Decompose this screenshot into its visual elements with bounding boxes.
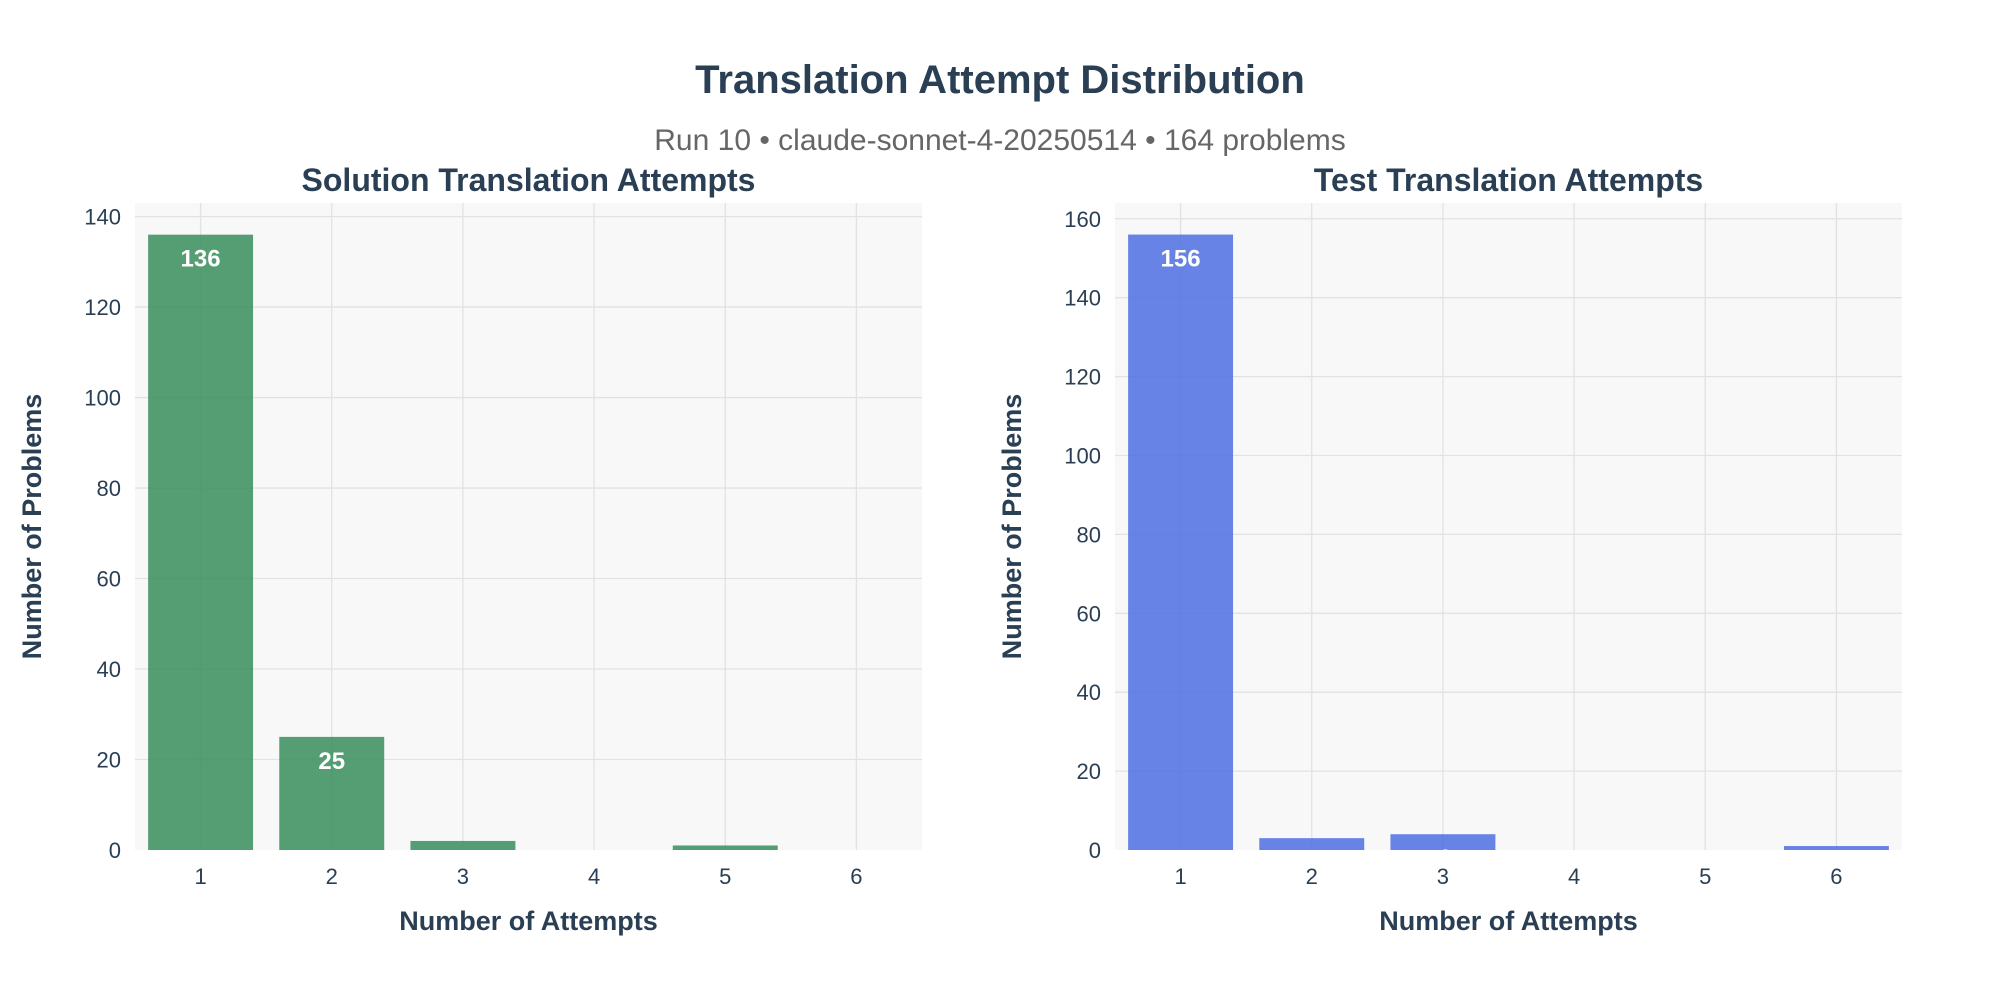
test-data-label: 3: [1305, 849, 1318, 876]
test-y-tick-label: 160: [1064, 207, 1101, 232]
test-x-tick-label: 5: [1699, 864, 1711, 889]
solution-data-label: 1: [719, 856, 732, 883]
solution-bar: [279, 736, 385, 850]
solution-data-label: 25: [318, 748, 345, 775]
solution-x-tick-label: 2: [326, 864, 338, 889]
test-x-tick-label: 6: [1830, 864, 1842, 889]
solution-bar: [672, 845, 778, 850]
test-bar: [1128, 234, 1234, 850]
test-y-tick-label: 20: [1077, 759, 1101, 784]
test-y-tick-label: 0: [1089, 838, 1101, 863]
test-y-tick-label: 120: [1064, 365, 1101, 390]
test-x-tick-label: 1: [1174, 864, 1186, 889]
test-bar: [1390, 834, 1496, 850]
solution-data-label: 136: [181, 246, 221, 273]
solution-y-axis-label: Number of Problems: [17, 394, 47, 660]
test-y-tick-label: 60: [1077, 601, 1101, 626]
test-x-axis-label: Number of Attempts: [1379, 906, 1638, 936]
test-bar: [1783, 846, 1889, 850]
chart-subtitle: Run 10 • claude-sonnet-4-20250514 • 164 …: [654, 124, 1346, 157]
test-data-label: 1: [1830, 857, 1843, 884]
solution-bar: [148, 234, 254, 850]
solution-y-tick-label: 60: [97, 567, 121, 592]
solution-y-tick-label: 100: [84, 386, 121, 411]
test-y-tick-label: 100: [1064, 443, 1101, 468]
solution-x-tick-label: 3: [457, 864, 469, 889]
test-data-label: 156: [1161, 246, 1201, 273]
solution-y-tick-label: 80: [97, 476, 121, 501]
solution-x-tick-label: 5: [719, 864, 731, 889]
test-x-tick-label: 4: [1568, 864, 1580, 889]
test-y-tick-label: 80: [1077, 522, 1101, 547]
solution-y-tick-label: 20: [97, 748, 121, 773]
solution-plot-area: [135, 203, 922, 850]
test-x-tick-label: 2: [1306, 864, 1318, 889]
solution-x-tick-label: 1: [194, 864, 206, 889]
test-panel-title: Test Translation Attempts: [1314, 162, 1703, 198]
test-bar: [1259, 838, 1365, 850]
solution-x-tick-label: 4: [588, 864, 600, 889]
test-y-axis-label: Number of Problems: [997, 394, 1027, 660]
test-data-label: 4: [1436, 845, 1450, 872]
test-y-tick-label: 40: [1077, 680, 1101, 705]
solution-data-label: 2: [456, 852, 469, 879]
solution-y-tick-label: 0: [109, 838, 121, 863]
solution-y-tick-label: 140: [84, 205, 121, 230]
solution-y-tick-label: 40: [97, 657, 121, 682]
solution-x-axis-label: Number of Attempts: [399, 906, 658, 936]
solution-y-tick-label: 120: [84, 295, 121, 320]
chart-main-title: Translation Attempt Distribution: [695, 58, 1305, 102]
solution-x-tick-label: 6: [850, 864, 862, 889]
solution-panel-title: Solution Translation Attempts: [302, 162, 756, 198]
test-plot-area: [1115, 203, 1902, 850]
test-x-tick-label: 3: [1437, 864, 1449, 889]
solution-bar: [410, 840, 516, 850]
test-y-tick-label: 140: [1064, 286, 1101, 311]
